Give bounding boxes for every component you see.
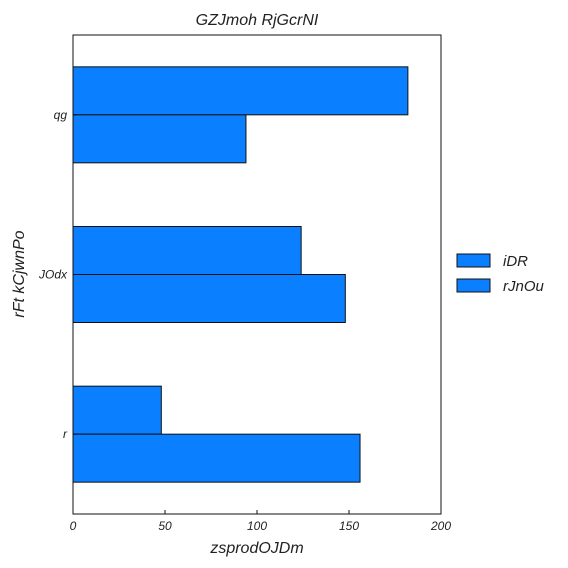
legend-swatch-iDR xyxy=(456,253,491,268)
x-tick-label: 50 xyxy=(158,519,172,533)
bar-rJnOu-r xyxy=(72,433,361,483)
legend: iDR rJnOu xyxy=(456,253,545,295)
bars-group xyxy=(72,66,409,483)
chart-title: GZJmoh RjGcrNI xyxy=(196,12,319,29)
bar-iDR-r xyxy=(72,385,162,435)
bar-iDR-qg xyxy=(72,66,409,116)
y-axis-label: rFt kCjwnPo xyxy=(11,230,28,317)
x-axis-label: zsprodOJDm xyxy=(209,540,303,557)
y-tick-label: r xyxy=(63,427,68,441)
legend-label-iDR: iDR xyxy=(503,253,528,270)
y-tick-label: JOdx xyxy=(38,268,68,282)
y-tick-label: qg xyxy=(54,108,68,122)
bar-rJnOu-qg xyxy=(72,114,247,164)
y-axis: r JOdx qg xyxy=(38,108,77,441)
legend-swatch-rJnOu xyxy=(456,278,491,293)
x-tick-label: 100 xyxy=(247,519,267,533)
bar-iDR-JOdx xyxy=(72,226,302,275)
x-tick-label: 200 xyxy=(430,519,451,533)
x-tick-label: 150 xyxy=(339,519,359,533)
bar-rJnOu-JOdx xyxy=(72,274,346,323)
x-tick-label: 0 xyxy=(70,519,77,533)
x-axis: 0 50 100 150 200 xyxy=(70,510,451,533)
legend-label-rJnOu: rJnOu xyxy=(503,278,545,295)
